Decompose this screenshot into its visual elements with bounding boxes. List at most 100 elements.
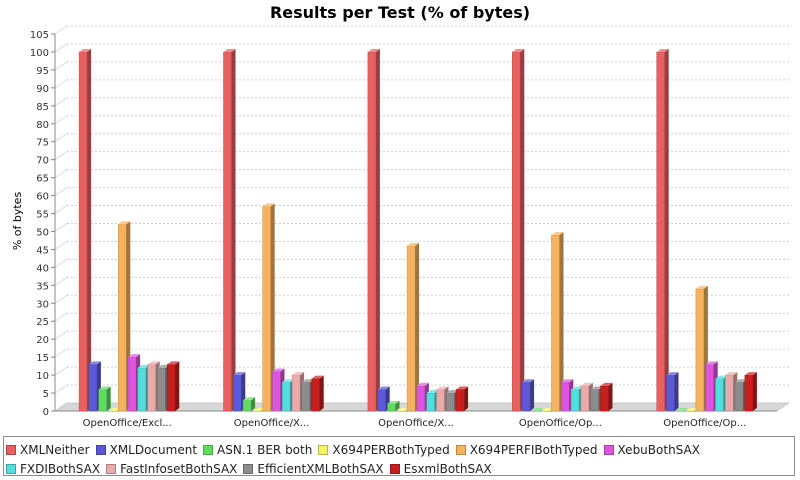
y-tick-label: 50 <box>36 227 49 238</box>
legend-swatch <box>95 445 106 455</box>
bar <box>561 382 570 412</box>
bar-top <box>551 232 564 236</box>
y-tick-label: 55 <box>36 210 49 221</box>
y-tick-label: 90 <box>36 84 49 95</box>
legend-swatch <box>6 445 16 455</box>
bar <box>580 385 590 412</box>
bar <box>590 389 599 412</box>
bar-side <box>270 203 275 411</box>
y-tick-label: 0 <box>43 407 49 418</box>
bar-top <box>311 375 324 379</box>
gridline-diagonal <box>54 384 68 394</box>
bar <box>167 364 176 412</box>
legend-swatch <box>203 445 214 455</box>
legend-label: X694PERBothTyped <box>332 443 450 457</box>
bar-top <box>735 379 748 383</box>
bar-top <box>541 408 554 411</box>
bar-top <box>79 48 92 52</box>
bar-top <box>705 361 718 365</box>
bar <box>666 374 675 412</box>
gridline-diagonal <box>54 312 68 322</box>
y-tick-label: 20 <box>36 335 49 346</box>
bar <box>137 367 147 412</box>
y-tick-label: 60 <box>36 192 49 203</box>
bar-side <box>608 382 613 411</box>
gridline-diagonal <box>54 276 68 286</box>
bar-top <box>292 372 305 376</box>
legend-item: EfficientXMLBothSAX <box>243 461 384 478</box>
y-tick-label: 75 <box>36 138 49 149</box>
bar-top <box>715 375 728 379</box>
bar-top <box>436 386 449 390</box>
bar-top <box>686 408 699 411</box>
bar <box>78 51 88 412</box>
legend-label: XebuBothSAX <box>617 443 700 457</box>
gridline-diagonal <box>54 366 68 376</box>
bar <box>367 51 377 412</box>
bar-top <box>233 372 246 376</box>
legend-swatch <box>318 445 329 455</box>
bar-top <box>301 379 314 383</box>
legend-swatch <box>603 445 614 455</box>
x-tick-label: OpenOffice/X... <box>378 418 454 429</box>
bar-side <box>106 386 111 411</box>
bar-top <box>407 242 420 246</box>
bar <box>406 245 416 412</box>
bar-side <box>87 48 92 411</box>
bar <box>223 51 232 412</box>
legend-item: XebuBothSAX <box>603 442 700 459</box>
legend-item: EsxmlBothSAX <box>389 461 492 478</box>
y-tick-label: 40 <box>36 263 49 274</box>
bar-top <box>695 285 708 289</box>
gridline-diagonal <box>54 223 68 232</box>
bar-top <box>377 386 390 390</box>
legend-item: XMLDocument <box>95 442 198 459</box>
bar-top <box>656 48 669 52</box>
bar <box>377 389 386 412</box>
gridline-diagonal <box>54 61 68 71</box>
y-tick-label: 45 <box>36 245 49 256</box>
bar-top <box>456 386 469 390</box>
legend-label: XMLDocument <box>109 443 198 457</box>
gridline-diagonal <box>54 241 68 250</box>
legend: XMLNeither XMLDocument ASN.1 BER both X694P… <box>3 436 795 476</box>
bar-side <box>251 397 256 411</box>
gridline-diagonal <box>54 258 68 268</box>
y-tick-label: 100 <box>30 48 49 59</box>
bar-side <box>395 400 400 411</box>
gridline-diagonal <box>54 294 68 304</box>
bar <box>262 206 271 412</box>
bar-side <box>559 232 564 411</box>
bar <box>521 382 531 412</box>
bar <box>600 385 609 412</box>
bar-side <box>674 372 679 411</box>
gridline-diagonal <box>54 169 68 179</box>
bar-side <box>520 48 525 411</box>
y-tick-label: 85 <box>36 102 49 113</box>
bar-top <box>272 368 285 372</box>
bar <box>242 399 252 412</box>
x-tick-label: OpenOffice/Op... <box>519 418 602 429</box>
gridline-diagonal <box>54 133 68 143</box>
bar-top <box>282 379 295 383</box>
bar <box>416 385 426 412</box>
legend-item: ASN.1 BER both <box>203 442 312 459</box>
legend-label: EsxmlBothSAX <box>403 462 492 476</box>
bar <box>426 392 435 412</box>
y-tick-label: 5 <box>43 389 49 400</box>
legend-swatch <box>455 445 466 455</box>
bar-side <box>319 375 324 411</box>
bar-top <box>387 400 400 404</box>
bar <box>656 51 665 412</box>
bar-top <box>676 408 689 411</box>
bar <box>272 371 281 412</box>
legend-swatch <box>243 464 254 474</box>
x-tick-label: OpenOffice/Op... <box>663 418 746 429</box>
gridline-diagonal <box>54 348 68 358</box>
bar <box>570 389 580 412</box>
bar <box>98 389 107 412</box>
gridline-diagonal <box>54 205 68 214</box>
bar-top <box>725 372 738 376</box>
y-tick-label: 35 <box>36 281 49 292</box>
bar-top <box>600 382 613 386</box>
